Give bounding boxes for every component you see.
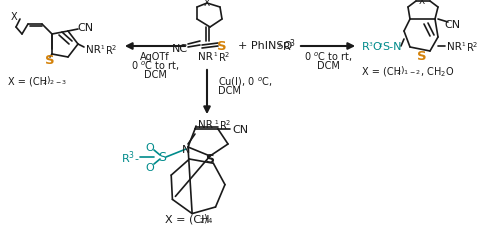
Text: X: X [419, 0, 425, 6]
Text: Cu(I), 0 $^o$C,: Cu(I), 0 $^o$C, [218, 75, 272, 88]
Text: N: N [182, 144, 190, 154]
Text: O: O [372, 42, 381, 52]
Text: 0 $^o$C to rt,: 0 $^o$C to rt, [130, 59, 180, 72]
Text: S: S [158, 151, 166, 164]
Text: $^1$: $^1$ [214, 119, 219, 128]
Text: O: O [146, 162, 154, 172]
Text: CN: CN [444, 20, 460, 30]
Text: $^1$: $^1$ [213, 51, 218, 60]
Text: DCM: DCM [144, 70, 167, 80]
Text: $_2$: $_2$ [378, 41, 383, 50]
Text: $_2$)$_{2-3}$: $_2$)$_{2-3}$ [42, 74, 67, 87]
Text: S: S [417, 50, 427, 63]
Text: S: S [217, 39, 227, 52]
Text: + PhINSO: + PhINSO [238, 41, 292, 51]
Text: 0 $^o$C to rt,: 0 $^o$C to rt, [304, 50, 352, 64]
Text: NC: NC [172, 44, 188, 54]
Text: R$^2$: R$^2$ [218, 50, 230, 64]
Text: NR: NR [86, 45, 101, 55]
Text: $_2$)$_{1-2}$: $_2$)$_{1-2}$ [396, 64, 421, 77]
Text: $_2$)$_4$: $_2$)$_4$ [199, 211, 214, 225]
Text: , CH$_2$O: , CH$_2$O [420, 65, 454, 79]
Text: X = (CH: X = (CH [362, 67, 401, 77]
Text: $^1$: $^1$ [461, 41, 466, 50]
Text: X: X [10, 12, 18, 22]
Text: S: S [45, 53, 55, 66]
Text: R$^3$: R$^3$ [282, 37, 296, 54]
Text: $^3$: $^3$ [368, 41, 374, 50]
Text: DCM: DCM [218, 86, 241, 96]
Text: R$^3$-: R$^3$- [122, 149, 140, 166]
Text: X: X [204, 0, 210, 7]
Text: S: S [206, 153, 214, 166]
Text: NR: NR [198, 52, 213, 62]
Text: R: R [362, 42, 370, 52]
Text: X = (CH: X = (CH [165, 214, 210, 224]
Text: DCM: DCM [316, 61, 340, 71]
Text: R$^2$: R$^2$ [219, 118, 232, 131]
Text: AgOTf: AgOTf [140, 52, 170, 62]
Text: $_2$: $_2$ [277, 40, 282, 49]
Text: CN: CN [232, 125, 248, 134]
Text: CN: CN [77, 23, 93, 33]
Text: S-N: S-N [382, 42, 402, 52]
Text: $^1$: $^1$ [100, 44, 105, 53]
Text: X = (CH: X = (CH [8, 77, 47, 87]
Text: O: O [146, 142, 154, 152]
Text: NR: NR [198, 119, 213, 129]
Text: R$^2$: R$^2$ [466, 40, 478, 54]
Text: NR: NR [447, 42, 462, 52]
Text: R$^2$: R$^2$ [105, 43, 118, 57]
